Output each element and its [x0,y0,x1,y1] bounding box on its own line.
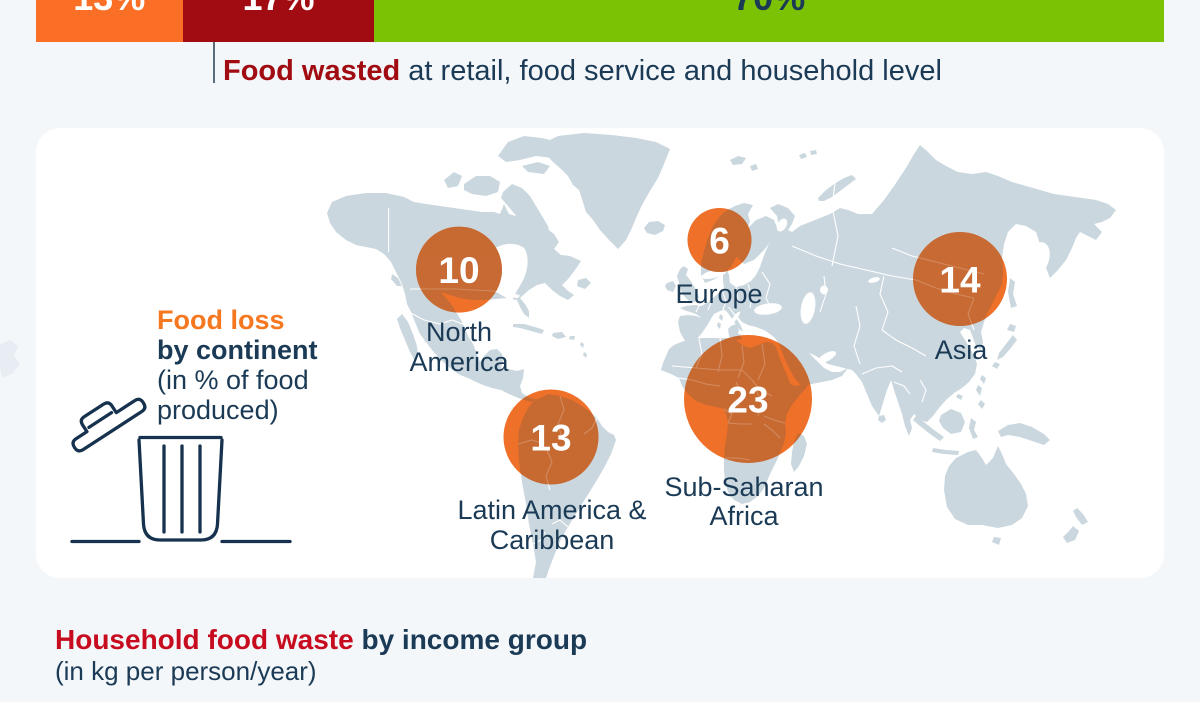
svg-text:Latin America &: Latin America & [457,495,646,525]
svg-text:10: 10 [438,250,479,291]
svg-text:Sub-Saharan: Sub-Saharan [664,472,823,502]
svg-text:13: 13 [530,417,571,458]
svg-text:23: 23 [727,379,768,420]
svg-text:Africa: Africa [709,501,779,531]
svg-text:Asia: Asia [935,335,989,365]
svg-text:6: 6 [709,220,730,261]
svg-text:Europe: Europe [675,279,762,309]
svg-text:America: America [409,347,509,377]
svg-text:Caribbean: Caribbean [490,525,615,555]
svg-text:North: North [426,317,492,347]
svg-text:14: 14 [939,259,981,300]
